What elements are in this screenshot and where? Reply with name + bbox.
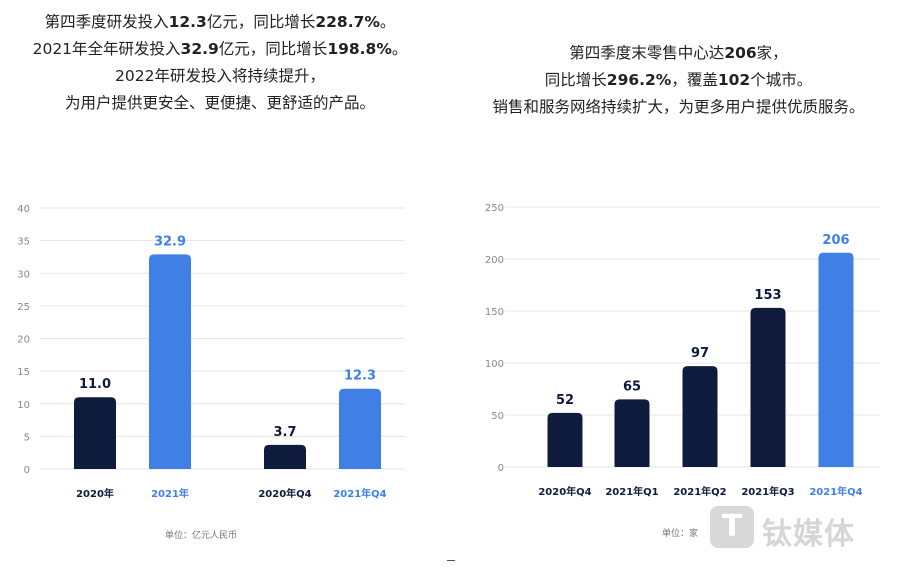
y-tick-label: 100 (485, 359, 504, 370)
y-tick-label: 20 (17, 335, 30, 346)
bar-value-label: 52 (556, 393, 574, 408)
bar (614, 399, 650, 467)
y-tick-label: 0 (24, 465, 30, 476)
bar-value-label: 32.9 (154, 234, 186, 249)
headline-left-line2: 2021年全年研发投入32.9亿元，同比增长198.8%。 (0, 36, 440, 63)
headline-text: 。 (379, 13, 396, 31)
headline-highlight: 198.8% (327, 40, 392, 58)
headline-text: 。 (391, 40, 408, 58)
bar-value-label: 65 (623, 379, 641, 394)
y-tick-label: 0 (498, 463, 504, 474)
watermark-icon: T (710, 506, 754, 548)
bar (547, 412, 583, 467)
bar (818, 252, 854, 467)
headline-text: 2021年全年研发投入 (32, 40, 181, 58)
headline-left-line3: 2022年研发投入将持续提升， (115, 67, 325, 85)
headline-text: 第四季度末零售中心达 (569, 44, 725, 62)
bar (74, 397, 116, 469)
headline-highlight: 102 (717, 71, 751, 89)
headline-text: 同比增长 (544, 71, 607, 89)
bar (750, 307, 786, 467)
y-tick-label: 30 (17, 269, 30, 280)
divider-mark (447, 560, 455, 561)
headline-left-line4: 为用户提供更安全、更便捷、更舒适的产品。 (64, 94, 375, 112)
y-tick-label: 50 (491, 411, 504, 422)
unit-label-left: 单位：亿元人民币 (165, 531, 238, 541)
bar (682, 366, 718, 467)
headline-left-line1: 第四季度研发投入12.3亿元，同比增长228.7%。 (0, 9, 440, 36)
bar-value-label: 206 (822, 233, 849, 248)
y-tick-label: 250 (485, 203, 504, 214)
y-tick-label: 15 (17, 367, 30, 378)
y-tick-label: 35 (17, 237, 30, 248)
x-category-label: 2021年Q3 (741, 485, 794, 498)
headline-highlight: 296.2% (606, 71, 672, 89)
watermark-logo: T 钛媒体 (710, 504, 890, 552)
y-tick-label: 25 (17, 302, 30, 313)
bar (339, 388, 381, 469)
y-tick-label: 150 (485, 307, 504, 318)
x-category-label: 2020年Q4 (258, 487, 311, 500)
x-category-label: 2021年Q4 (809, 485, 862, 498)
x-category-label: 2021年Q2 (673, 485, 726, 498)
bar-value-label: 3.7 (273, 425, 296, 440)
bar-value-label: 12.3 (344, 369, 376, 384)
bar (264, 444, 306, 469)
x-category-label: 2020年Q4 (538, 485, 591, 498)
x-category-label: 2021年Q4 (333, 487, 386, 500)
headline-highlight: 228.7% (315, 13, 380, 31)
y-tick-label: 40 (17, 204, 30, 215)
y-tick-label: 5 (24, 432, 30, 443)
headline-text: 第四季度研发投入 (44, 13, 169, 31)
headline-right: 第四季度末零售中心达206家， 同比增长296.2%，覆盖102个城市。 销售和… (458, 40, 899, 121)
watermark-text: 钛媒体 (762, 517, 855, 552)
headline-highlight: 32.9 (180, 40, 219, 58)
headline-text: 家， (756, 44, 788, 62)
headline-text: 亿元，同比增长 (206, 13, 316, 31)
headline-right-line1: 第四季度末零售中心达206家， (458, 40, 899, 67)
x-category-label: 2021年 (151, 487, 189, 500)
y-tick-label: 10 (17, 400, 30, 411)
x-category-label: 2021年Q1 (605, 485, 658, 498)
headline-highlight: 206 (724, 44, 757, 62)
headline-left: 第四季度研发投入12.3亿元，同比增长228.7%。 2021年全年研发投入32… (0, 9, 440, 117)
headline-right-line2: 同比增长296.2%，覆盖102个城市。 (458, 67, 899, 94)
y-tick-label: 200 (485, 255, 504, 266)
x-category-label: 2020年 (76, 487, 114, 500)
bar-value-label: 11.0 (79, 377, 111, 392)
headline-highlight: 12.3 (168, 13, 207, 31)
headline-text: ，覆盖 (671, 71, 718, 89)
headline-text: 个城市。 (750, 71, 813, 89)
unit-label-right: 单位：家 (662, 529, 699, 539)
headline-right-line3: 销售和服务网络持续扩大，为更多用户提供优质服务。 (492, 98, 865, 116)
headline-text: 亿元，同比增长 (218, 40, 328, 58)
bar-value-label: 153 (754, 288, 781, 303)
bar (149, 254, 191, 469)
bar-value-label: 97 (691, 346, 709, 361)
